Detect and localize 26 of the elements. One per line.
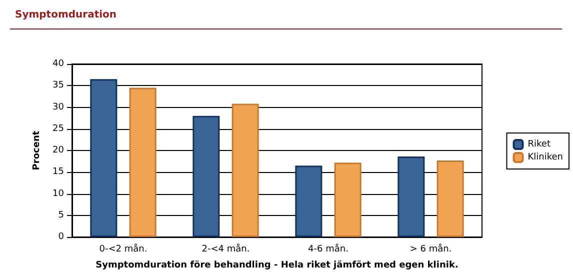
- y-tick-label: 20: [52, 146, 64, 156]
- y-tick-label: 25: [52, 124, 64, 134]
- chart-title: Symptomduration: [15, 10, 117, 20]
- x-tick-label: 0-<2 mån.: [99, 244, 148, 254]
- y-tick-label: 35: [52, 80, 64, 91]
- y-tick-label: 40: [52, 59, 64, 69]
- bar: [90, 79, 118, 237]
- y-tick-label: 0: [58, 232, 64, 242]
- bar: [295, 166, 322, 237]
- y-axis-title: Procent: [32, 130, 42, 170]
- bar: [192, 116, 220, 237]
- legend-label: Kliniken: [528, 152, 564, 162]
- bar: [232, 104, 259, 237]
- bar: [436, 160, 464, 237]
- bar: [334, 162, 362, 237]
- y-tick-label: 30: [52, 102, 64, 112]
- y-tick-label: 15: [52, 167, 64, 178]
- legend-label: Riket: [528, 140, 551, 150]
- x-axis-title: Symptomduration före behandling - Hela riket jämfört med egen klinik.: [96, 260, 458, 270]
- y-tick-label: 5: [58, 210, 64, 220]
- y-tick-label: 10: [52, 188, 64, 199]
- x-tick-label: 4-6 mån.: [308, 244, 348, 254]
- bar: [398, 156, 425, 237]
- x-tick-label: 2-<4 mån.: [202, 244, 250, 254]
- x-tick-label: > 6 mån.: [410, 244, 452, 254]
- bar: [129, 88, 156, 237]
